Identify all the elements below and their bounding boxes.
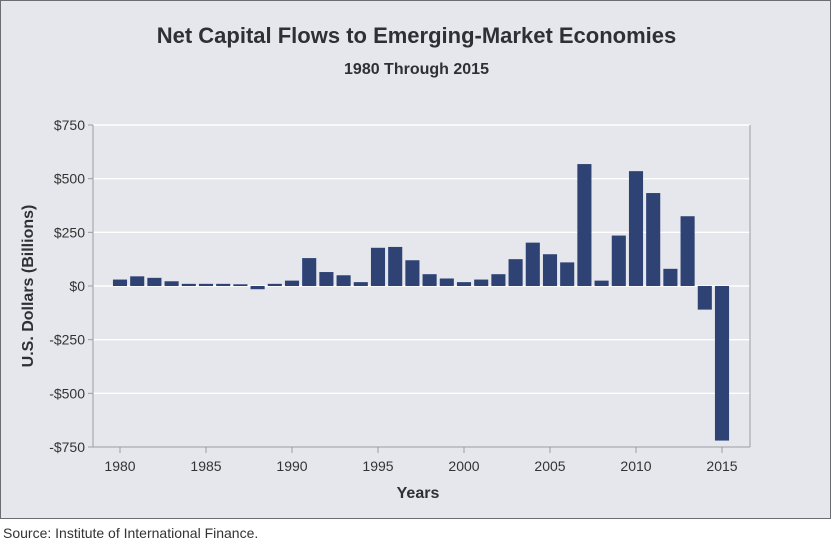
y-tick-label: $500	[54, 171, 85, 187]
bar	[388, 246, 403, 286]
y-tick-label: $250	[54, 224, 85, 240]
bar	[267, 283, 282, 286]
bar	[216, 283, 231, 286]
x-tick-label: 1980	[104, 458, 135, 474]
bar	[439, 278, 454, 286]
bar	[422, 274, 437, 286]
x-tick-label: 1985	[190, 458, 221, 474]
bar	[370, 247, 386, 286]
bar	[233, 284, 248, 286]
bar	[284, 280, 300, 286]
bar	[508, 259, 523, 286]
bar	[130, 276, 145, 286]
bar	[663, 268, 678, 286]
bar	[198, 283, 214, 286]
y-tick-label: -$750	[49, 439, 85, 455]
bar	[181, 283, 196, 286]
bars	[112, 164, 730, 441]
bar	[405, 260, 420, 286]
x-tick-labels: 1980 1985 1990 1995 2000 2005 2010 2015	[104, 458, 737, 474]
x-axis-title: Years	[397, 485, 440, 502]
x-tick-label: 2010	[620, 458, 651, 474]
x-tick-label: 2005	[534, 458, 565, 474]
bar	[525, 242, 540, 286]
bar	[560, 262, 575, 286]
bar	[456, 282, 472, 286]
x-tick-label: 2015	[706, 458, 737, 474]
y-tick-label: $750	[54, 117, 85, 133]
bar	[112, 279, 128, 286]
bar	[164, 281, 179, 286]
y-tick-label: -$250	[49, 332, 85, 348]
source-note: Source: Institute of International Finan…	[3, 525, 259, 541]
bar	[697, 286, 712, 310]
x-tick-label: 1990	[276, 458, 307, 474]
bar	[611, 235, 626, 286]
bar	[250, 286, 265, 290]
bar	[474, 279, 489, 286]
bar	[714, 286, 730, 441]
bar	[491, 274, 506, 286]
chart-title: Net Capital Flows to Emerging-Market Eco…	[156, 23, 677, 48]
bar	[680, 216, 695, 286]
y-axis-title: U.S. Dollars (Billions)	[20, 205, 37, 368]
y-tick-label: -$500	[49, 385, 85, 401]
bar	[628, 171, 644, 286]
bar	[542, 254, 558, 286]
bar	[646, 193, 661, 286]
bar	[147, 277, 162, 286]
y-tick-label: $0	[69, 278, 85, 294]
y-tick-labels: $750 $500 $250 $0 -$250 -$500 -$750	[49, 117, 85, 455]
bar	[353, 282, 368, 286]
bar	[302, 258, 317, 286]
bar	[336, 275, 351, 286]
x-tick-label: 1995	[362, 458, 393, 474]
bar	[594, 280, 609, 286]
bar-chart: $750$500$250$0-$250-$500-$750 1980 1985 19…	[20, 117, 751, 502]
bar	[577, 164, 592, 286]
axes	[88, 124, 751, 453]
x-tick-label: 2000	[448, 458, 479, 474]
bar	[319, 272, 334, 286]
chart-subtitle: 1980 Through 2015	[344, 61, 489, 78]
